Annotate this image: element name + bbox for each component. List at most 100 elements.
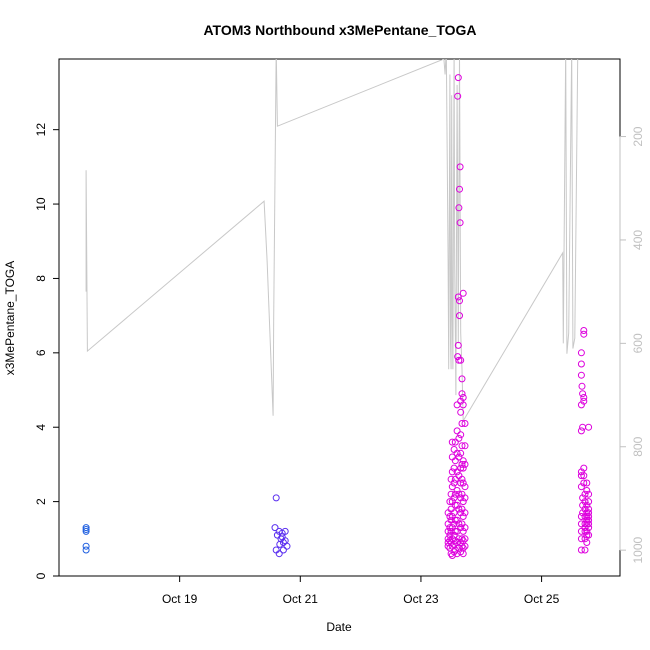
data-point <box>581 490 589 498</box>
data-point <box>577 360 585 368</box>
data-point <box>461 535 469 543</box>
data-point <box>583 539 591 546</box>
x-tick-label: Oct 23 <box>403 592 439 606</box>
data-point <box>461 524 469 532</box>
data-point <box>577 349 585 357</box>
data-point <box>578 382 586 390</box>
data-point <box>281 527 289 535</box>
right-tick-label: 400 <box>631 230 645 250</box>
data-point <box>451 475 459 483</box>
data-point <box>580 464 588 472</box>
data-point <box>580 472 588 480</box>
y-tick-label: 12 <box>34 123 48 137</box>
data-point <box>454 341 462 349</box>
data-point <box>580 479 588 487</box>
data-point <box>577 468 585 476</box>
data-point <box>459 394 467 401</box>
altitude-line <box>85 59 579 423</box>
y-tick-label: 0 <box>34 572 48 579</box>
data-point <box>577 427 585 435</box>
right-tick-label: 800 <box>631 436 645 456</box>
data-point <box>583 479 591 487</box>
data-point <box>456 219 464 227</box>
data-point <box>453 487 461 494</box>
data-point <box>82 527 90 535</box>
data-point <box>450 509 458 517</box>
data-point <box>455 490 463 498</box>
data-point <box>455 434 463 442</box>
data-point <box>577 546 585 554</box>
data-point <box>581 546 589 554</box>
right-tick-label: 1000 <box>631 536 645 563</box>
x-axis: Oct 19 Oct 21 Oct 23 Oct 25 <box>162 576 560 606</box>
data-point <box>461 442 469 450</box>
data-point <box>577 472 585 480</box>
data-point <box>82 542 90 550</box>
data-point <box>451 438 459 446</box>
data-point <box>448 483 456 491</box>
y-tick-label: 10 <box>34 197 48 211</box>
y-tick-label: 2 <box>34 498 48 505</box>
right-axis: 200 400 600 800 1000 <box>619 126 645 564</box>
x-tick-label: Oct 19 <box>162 592 198 606</box>
data-point <box>457 464 465 472</box>
data-point <box>453 468 461 476</box>
x-tick-label: Oct 21 <box>283 592 319 606</box>
data-point <box>458 420 466 427</box>
data-point <box>459 498 467 506</box>
data-point <box>446 513 454 520</box>
data-point <box>448 468 456 476</box>
data-point <box>461 420 469 427</box>
data-point <box>585 423 593 431</box>
data-point <box>456 312 463 320</box>
data-point <box>579 390 587 398</box>
data-point <box>459 401 467 409</box>
data-point <box>579 501 587 509</box>
data-point <box>457 356 465 364</box>
data-point <box>271 524 279 532</box>
data-point <box>577 520 585 528</box>
data-point <box>585 498 593 506</box>
data-point <box>82 546 90 554</box>
data-point <box>579 494 587 502</box>
data-point <box>455 204 463 212</box>
y-tick-label: 4 <box>34 424 48 431</box>
data-point <box>444 527 452 535</box>
data-point <box>446 498 454 506</box>
data-point <box>579 423 587 431</box>
data-point <box>455 520 463 528</box>
data-point <box>454 92 462 100</box>
data-point <box>580 327 588 334</box>
data-point <box>456 297 463 305</box>
data-point <box>448 438 456 446</box>
data-point <box>585 520 593 528</box>
data-point <box>577 371 585 379</box>
data-point <box>458 442 466 450</box>
data-point <box>461 509 469 517</box>
data-point <box>453 427 461 435</box>
y-tick-label: 6 <box>34 349 48 356</box>
data-point <box>581 505 589 513</box>
data-point <box>458 475 466 483</box>
data-point <box>461 460 469 468</box>
plot-area <box>58 58 621 577</box>
data-point <box>448 552 456 559</box>
data-point <box>458 375 466 383</box>
data-point <box>459 479 467 487</box>
data-point <box>446 524 454 532</box>
data-point <box>453 516 461 524</box>
data-point <box>457 479 465 487</box>
line-layer <box>85 59 579 423</box>
data-point <box>458 460 466 468</box>
data-point <box>451 490 459 498</box>
data-point <box>585 509 593 517</box>
data-point <box>279 546 287 554</box>
data-point <box>577 527 585 535</box>
data-point <box>273 531 281 539</box>
data-point <box>453 501 461 509</box>
data-point <box>454 74 462 82</box>
data-point <box>459 513 467 520</box>
data-point <box>583 487 591 494</box>
data-point <box>272 494 280 502</box>
data-point <box>581 524 589 532</box>
